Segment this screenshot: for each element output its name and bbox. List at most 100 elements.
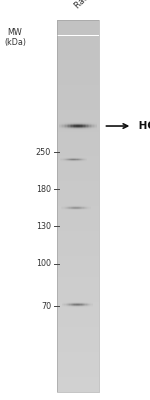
Bar	[57, 98, 99, 100]
Bar	[57, 265, 99, 268]
Bar	[57, 374, 99, 376]
Bar	[57, 91, 99, 94]
Bar	[57, 172, 99, 175]
Bar	[57, 79, 99, 82]
Text: MW
(kDa): MW (kDa)	[4, 28, 26, 47]
Bar	[57, 228, 99, 231]
Bar	[57, 85, 99, 88]
Text: 70: 70	[41, 302, 51, 311]
Bar	[57, 116, 99, 119]
Bar	[57, 45, 99, 48]
Bar	[57, 48, 99, 51]
Bar	[57, 36, 99, 39]
Bar	[57, 57, 99, 60]
Bar	[57, 339, 99, 342]
Bar	[57, 119, 99, 122]
Bar	[57, 141, 99, 144]
Bar	[57, 286, 99, 290]
Bar	[57, 308, 99, 311]
Bar	[57, 166, 99, 169]
Bar	[57, 348, 99, 352]
Bar	[57, 203, 99, 206]
Bar	[57, 23, 99, 26]
Bar	[57, 138, 99, 141]
Bar	[57, 26, 99, 29]
Bar	[57, 206, 99, 209]
Bar	[57, 355, 99, 358]
Bar	[57, 370, 99, 374]
Bar	[57, 352, 99, 355]
Bar	[57, 361, 99, 364]
Bar	[57, 305, 99, 308]
Bar	[57, 364, 99, 367]
Bar	[57, 215, 99, 218]
Bar	[57, 94, 99, 98]
Bar	[57, 252, 99, 256]
Bar	[57, 32, 99, 36]
Bar	[57, 51, 99, 54]
Bar	[57, 162, 99, 166]
Bar	[57, 194, 99, 197]
Bar	[57, 175, 99, 178]
Bar	[57, 327, 99, 330]
Bar	[57, 231, 99, 234]
Bar	[57, 88, 99, 91]
Bar	[57, 54, 99, 57]
Text: HCF1: HCF1	[106, 121, 150, 131]
Bar	[57, 70, 99, 73]
Bar	[57, 209, 99, 212]
Bar	[57, 122, 99, 125]
Bar	[57, 20, 99, 23]
Bar	[57, 82, 99, 85]
Bar	[57, 342, 99, 346]
Bar	[57, 296, 99, 299]
Bar	[57, 135, 99, 138]
Bar	[57, 156, 99, 160]
Bar	[57, 20, 99, 392]
Bar	[57, 376, 99, 380]
Bar	[57, 29, 99, 32]
Bar	[57, 100, 99, 104]
Bar	[57, 262, 99, 265]
Bar	[57, 299, 99, 302]
Bar	[57, 184, 99, 187]
Bar	[57, 383, 99, 386]
Bar	[57, 333, 99, 336]
Bar	[57, 284, 99, 286]
Bar	[57, 259, 99, 262]
Bar	[57, 246, 99, 250]
Bar	[57, 271, 99, 274]
Bar	[57, 125, 99, 128]
Bar	[57, 60, 99, 63]
Bar	[57, 160, 99, 162]
Bar	[57, 280, 99, 284]
Bar	[57, 293, 99, 296]
Bar	[57, 346, 99, 348]
Bar	[57, 225, 99, 228]
Bar	[57, 302, 99, 305]
Bar	[57, 104, 99, 107]
Bar	[57, 187, 99, 190]
Bar	[57, 250, 99, 252]
Bar	[57, 268, 99, 271]
Bar	[57, 38, 99, 42]
Text: 100: 100	[36, 259, 51, 268]
Bar	[57, 243, 99, 246]
Bar	[57, 113, 99, 116]
Bar	[57, 389, 99, 392]
Bar	[57, 256, 99, 259]
Bar	[57, 311, 99, 314]
Bar	[57, 73, 99, 76]
Text: 130: 130	[36, 222, 51, 231]
Bar	[57, 324, 99, 327]
Bar	[57, 181, 99, 184]
Bar	[57, 190, 99, 194]
Bar	[57, 144, 99, 147]
Bar	[57, 318, 99, 321]
Bar	[57, 367, 99, 370]
Bar	[57, 218, 99, 222]
Bar	[57, 274, 99, 277]
Bar	[57, 110, 99, 113]
Bar	[57, 314, 99, 318]
Bar	[57, 380, 99, 383]
